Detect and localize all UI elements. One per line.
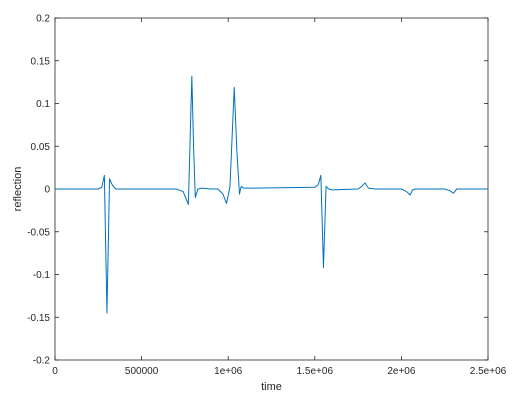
x-tick-label: 500000 (125, 366, 159, 377)
y-tick-label: 0.05 (31, 142, 51, 153)
x-axis-label: time (261, 381, 282, 393)
axis-tick-labels: 0 500000 1e+06 1.5e+06 2e+06 2.5e+06 -0.2 -0.15… (27, 14, 506, 378)
y-tick-label: -0.2 (33, 356, 51, 367)
x-tick-label: 1e+06 (214, 366, 243, 377)
y-tick-label: 0.2 (36, 14, 50, 25)
y-tick-label: -0.05 (27, 227, 50, 238)
x-tick-label: 2.5e+06 (470, 366, 507, 377)
y-tick-label: 0.15 (31, 56, 51, 67)
y-tick-label: -0.15 (27, 313, 50, 324)
y-tick-label: 0 (44, 185, 50, 196)
y-tick-label: -0.1 (33, 270, 51, 281)
x-tick-label: 2e+06 (387, 366, 416, 377)
x-tick-label: 1.5e+06 (297, 366, 334, 377)
y-tick-label: 0.1 (36, 99, 50, 110)
x-tick-label: 0 (52, 366, 58, 377)
y-axis-label: reflection (12, 167, 24, 212)
reflection-series-line (55, 75, 488, 314)
